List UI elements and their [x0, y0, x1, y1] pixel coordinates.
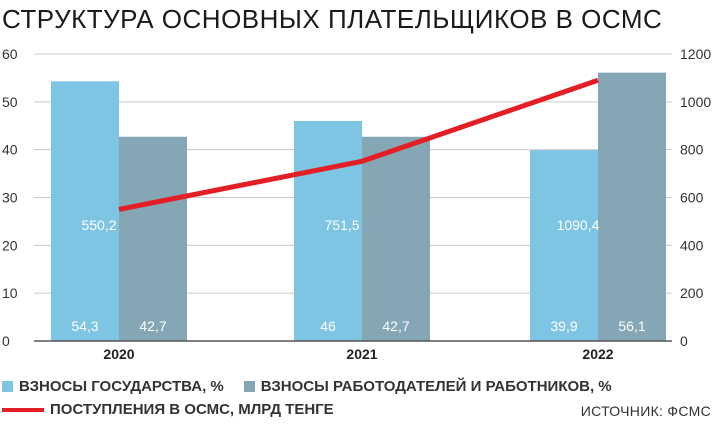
- legend-row-2: ПОСТУПЛЕНИЯ В ОСМС, МЛРД ТЕНГЕ: [2, 401, 354, 418]
- bar-employers: [598, 72, 666, 341]
- legend-swatch-employers: [243, 381, 255, 392]
- legend-label-revenue: ПОСТУПЛЕНИЯ В ОСМС, МЛРД ТЕНГЕ: [50, 401, 334, 418]
- revenue-line: [118, 77, 599, 212]
- revenue-value-label: 751,5: [324, 217, 359, 233]
- bar-value-label: 39,9: [550, 318, 577, 334]
- legend-swatch-government: [2, 381, 13, 392]
- y-left-tick-label: 20: [2, 237, 18, 253]
- y-right-tick-label: 0: [680, 333, 688, 349]
- bar-employers: [362, 136, 430, 341]
- bar-government: [530, 150, 598, 341]
- x-tick-label: 2021: [346, 346, 377, 362]
- bar-employers: [119, 136, 187, 341]
- y-left-tick-label: 30: [2, 190, 18, 206]
- y-left-tick-label: 40: [2, 142, 18, 158]
- legend-item-revenue: ПОСТУПЛЕНИЯ В ОСМС, МЛРД ТЕНГЕ: [2, 401, 334, 418]
- revenue-value-label: 550,2: [81, 217, 116, 233]
- legend-item-government: ВЗНОСЫ ГОСУДАРСТВА, %: [2, 378, 224, 395]
- bar-value-label: 42,7: [139, 318, 166, 334]
- source-note: ИСТОЧНИК: ФСМС: [580, 403, 711, 419]
- y-right-tick-label: 800: [680, 142, 704, 158]
- x-tick-label: 2022: [582, 346, 613, 362]
- y-left-tick-label: 50: [2, 94, 18, 110]
- data-labels: 54,3 46 39,9 42,7 42,7 56,1 550,2 751,5 1090,4: [71, 217, 645, 334]
- y-right-tick-label: 600: [680, 190, 704, 206]
- x-tick-label: 2020: [103, 346, 134, 362]
- bar-value-label: 42,7: [382, 318, 409, 334]
- bar-government: [294, 120, 362, 341]
- legend-label-employers: ВЗНОСЫ РАБОТОДАТЕЛЕЙ И РАБОТНИКОВ, %: [260, 378, 612, 395]
- revenue-value-label: 1090,4: [557, 217, 600, 233]
- bar-value-label: 46: [320, 318, 336, 334]
- bar-government: [51, 81, 119, 341]
- y-right-tick-label: 1000: [680, 94, 711, 110]
- y-right-tick-label: 200: [680, 285, 704, 301]
- bars: [51, 72, 666, 341]
- revenue-line-path: [118, 77, 599, 212]
- legend-label-government: ВЗНОСЫ ГОСУДАРСТВА, %: [19, 378, 224, 395]
- y-right-tick-label: 400: [680, 237, 704, 253]
- y-left-tick-label: 10: [2, 285, 18, 301]
- bar-value-label: 54,3: [71, 318, 98, 334]
- legend-swatch-revenue: [2, 407, 44, 412]
- y-left-tick-label: 60: [2, 46, 18, 62]
- legend-item-employers: ВЗНОСЫ РАБОТОДАТЕЛЕЙ И РАБОТНИКОВ, %: [243, 378, 612, 395]
- y-left-tick-label: 0: [2, 333, 10, 349]
- legend-row-1: ВЗНОСЫ ГОСУДАРСТВА, % ВЗНОСЫ РАБОТОДАТЕЛ…: [2, 378, 632, 395]
- bar-value-label: 56,1: [618, 318, 645, 334]
- chart-title: СТРУКТУРА ОСНОВНЫХ ПЛАТЕЛЬЩИКОВ В ОСМС: [2, 4, 663, 34]
- y-right-tick-label: 1200: [680, 46, 711, 62]
